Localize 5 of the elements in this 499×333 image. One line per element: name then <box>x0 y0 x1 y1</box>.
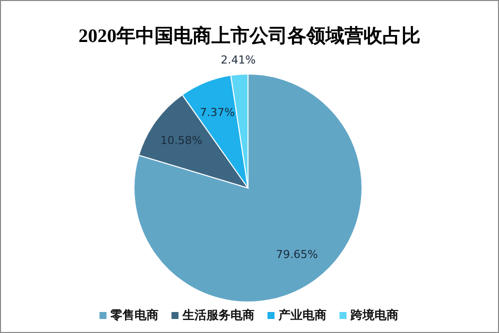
legend-label: 生活服务电商 <box>182 308 254 322</box>
legend-label: 跨境电商 <box>350 308 398 322</box>
legend-label: 产业电商 <box>278 308 326 322</box>
title: 2020年中国电商上市公司各领域营收占比 <box>78 26 420 47</box>
legend-label: 零售电商 <box>110 308 158 322</box>
